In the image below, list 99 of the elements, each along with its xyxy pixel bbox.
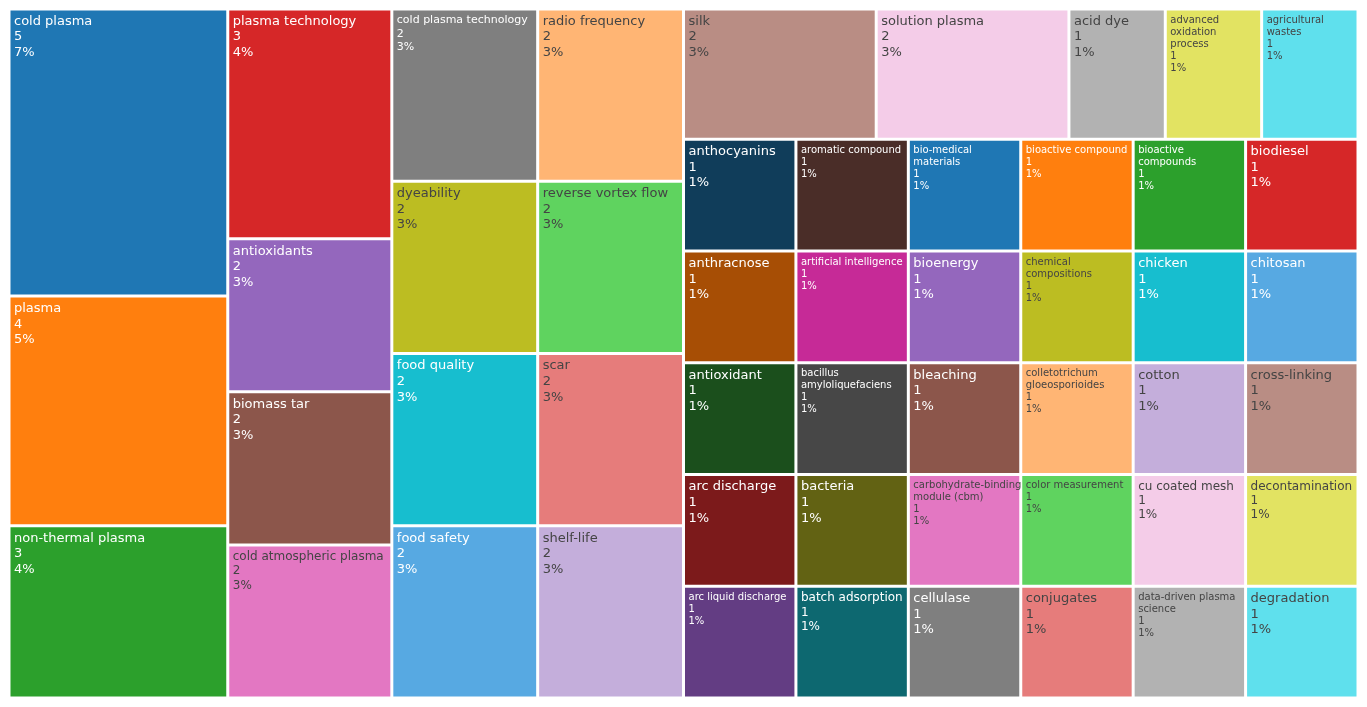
data-label: 1 1% xyxy=(1025,391,1042,415)
data-label: 1 1% xyxy=(913,382,934,413)
data-label: 2 3% xyxy=(396,200,418,232)
category-label: bioactive compound xyxy=(1025,143,1128,155)
category-label: decontamination xyxy=(1250,478,1353,493)
data-label: 1 1% xyxy=(1250,158,1272,190)
category-label: anthracnose xyxy=(688,254,770,270)
category-label: scar xyxy=(542,357,571,373)
category-label: chicken xyxy=(1138,254,1188,270)
category-label: reverse vortex flow xyxy=(542,185,669,201)
category-label: food safety xyxy=(396,529,471,545)
category-label: biomass tar xyxy=(232,395,310,411)
category-label: antioxidant xyxy=(688,366,762,382)
category-label: color measurement xyxy=(1025,479,1124,491)
category-label: radio frequency xyxy=(542,12,646,28)
category-label: colletotrichum gloeosporioides xyxy=(1025,367,1105,391)
data-label: 3 4% xyxy=(14,545,35,576)
category-label: cotton xyxy=(1138,366,1180,382)
category-label: dyeability xyxy=(396,185,461,201)
category-label: acid dye xyxy=(1073,12,1129,28)
data-label: 2 3% xyxy=(542,200,564,232)
data-label: 2 3% xyxy=(542,545,564,576)
data-label: 2 3% xyxy=(396,372,418,404)
category-label: batch adsorption xyxy=(800,590,903,605)
data-label: 1 1% xyxy=(1073,28,1095,60)
category-label: solution plasma xyxy=(881,12,985,28)
data-label: 2 3% xyxy=(396,26,415,53)
data-label: 1 1% xyxy=(1025,155,1042,179)
data-label: 1 1% xyxy=(1138,270,1159,302)
category-label: cu coated mesh xyxy=(1138,478,1234,493)
category-label: silk xyxy=(688,12,711,28)
data-label: 1 1% xyxy=(800,267,817,291)
data-label: 1 1% xyxy=(913,167,930,191)
category-label: cellulase xyxy=(913,590,971,606)
data-label: 4 5% xyxy=(14,315,35,347)
data-label: 1 1% xyxy=(688,602,705,626)
data-label: 2 3% xyxy=(232,258,254,289)
category-label: chitosan xyxy=(1250,254,1306,270)
data-label: 1 1% xyxy=(913,503,930,527)
data-label: 1 1% xyxy=(688,158,710,190)
category-label: arc liquid discharge xyxy=(688,590,787,602)
data-label: 2 3% xyxy=(881,28,902,60)
category-label: bacillus amyloliquefaciens xyxy=(800,367,892,391)
category-label: non-thermal plasma xyxy=(14,529,146,545)
data-label: 1 1% xyxy=(1138,614,1155,638)
category-label: agricultural wastes xyxy=(1266,13,1324,37)
data-label: 1 1% xyxy=(1250,605,1272,637)
category-label: bioenergy xyxy=(913,254,979,270)
category-label: shelf-life xyxy=(542,529,598,545)
category-label: arc discharge xyxy=(688,478,777,494)
data-label: 1 1% xyxy=(1266,37,1283,61)
category-label: chemical compositions xyxy=(1025,255,1092,279)
data-label: 1 1% xyxy=(688,494,710,525)
data-label: 1 1% xyxy=(1250,493,1270,522)
category-label: food quality xyxy=(396,357,475,373)
category-label: conjugates xyxy=(1025,590,1098,606)
category-label: bleaching xyxy=(913,366,977,382)
category-label: bioactive compounds xyxy=(1138,143,1197,167)
data-label: 2 3% xyxy=(542,372,564,404)
data-label: 1 1% xyxy=(1138,493,1158,522)
category-label: cold plasma technology xyxy=(396,13,529,27)
category-label: plasma xyxy=(14,299,62,315)
data-label: 1 1% xyxy=(913,605,934,637)
category-label: aromatic compound xyxy=(800,143,902,155)
data-label: 2 3% xyxy=(232,563,252,592)
data-label: 1 1% xyxy=(1025,279,1042,303)
data-label: 5 7% xyxy=(14,28,35,60)
category-label: cross-linking xyxy=(1250,366,1333,382)
data-label: 1 1% xyxy=(1250,382,1272,413)
data-label: 1 1% xyxy=(1025,605,1047,637)
category-label: bio-medical materials xyxy=(913,143,972,167)
data-label: 2 3% xyxy=(396,545,418,576)
category-label: degradation xyxy=(1250,590,1330,606)
category-label: cold plasma xyxy=(14,12,93,28)
data-label: 1 1% xyxy=(800,604,820,634)
category-label: anthocyanins xyxy=(688,143,776,159)
data-label: 1 1% xyxy=(1025,491,1042,515)
category-label: biodiesel xyxy=(1250,143,1309,159)
category-label: data-driven plasma science xyxy=(1138,590,1236,614)
category-label: antioxidants xyxy=(232,242,314,258)
data-label: 2 3% xyxy=(542,28,564,60)
data-label: 1 1% xyxy=(1250,270,1272,302)
data-label: 1 1% xyxy=(688,270,710,302)
data-label: 1 1% xyxy=(1138,382,1159,413)
data-label: 1 1% xyxy=(800,494,822,525)
data-label: 1 1% xyxy=(800,391,817,415)
data-label: 2 3% xyxy=(232,411,254,442)
data-label: 3 4% xyxy=(232,28,254,60)
category-label: plasma technology xyxy=(232,12,357,28)
data-label: 1 1% xyxy=(1170,49,1187,73)
data-label: 1 1% xyxy=(1138,167,1155,191)
category-label: advanced oxidation process xyxy=(1170,13,1220,49)
category-label: cold atmospheric plasma xyxy=(232,549,384,564)
data-label: 1 1% xyxy=(913,270,934,302)
data-label: 1 1% xyxy=(688,382,710,413)
data-label: 1 1% xyxy=(800,155,817,179)
category-label: bacteria xyxy=(800,478,855,494)
data-label: 2 3% xyxy=(688,28,710,60)
category-label: artificial intelligence xyxy=(800,255,903,267)
